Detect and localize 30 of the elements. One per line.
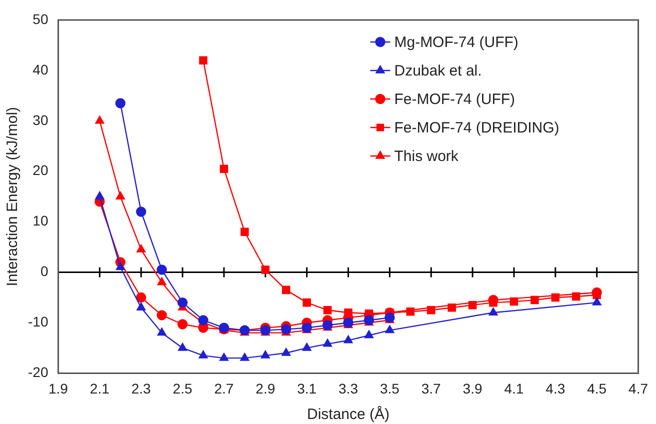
y-tick-label: 10 xyxy=(32,212,48,229)
x-tick-label: 4.3 xyxy=(546,380,566,396)
x-tick-label: 1.9 xyxy=(48,380,68,396)
legend-label: Dzubak et al. xyxy=(394,62,482,80)
y-tick-label: -20 xyxy=(28,364,48,380)
x-tick-label: 2.3 xyxy=(131,380,152,396)
legend-label: Fe-MOF-74 (UFF) xyxy=(394,91,516,108)
y-axis-title: Interaction Energy (kJ/mol) xyxy=(4,106,22,286)
x-tick-label: 2.9 xyxy=(256,380,276,396)
x-tick-label: 2.7 xyxy=(214,380,234,396)
x-tick-label: 2.1 xyxy=(90,380,110,396)
x-tick-label: 3.7 xyxy=(421,380,442,396)
y-tick-label: 0 xyxy=(40,263,48,280)
x-tick-label: 2.5 xyxy=(172,380,192,396)
y-tick-label: 30 xyxy=(32,112,48,128)
y-tick-label: 50 xyxy=(32,10,48,27)
x-tick-label: 3.3 xyxy=(338,380,358,396)
y-tick-label: 40 xyxy=(32,61,48,78)
x-tick-label: 4.1 xyxy=(504,380,524,396)
legend-label: This work xyxy=(394,148,459,166)
legend-label: Fe-MOF-74 (DREIDING) xyxy=(394,120,560,137)
legend-label: Mg-MOF-74 (UFF) xyxy=(394,34,518,52)
x-tick-label: 4.5 xyxy=(587,380,607,396)
x-tick-label: 4.7 xyxy=(628,380,648,396)
y-tick-label: -10 xyxy=(28,314,48,330)
x-tick-label: 3.9 xyxy=(462,380,482,396)
y-tick-label: 20 xyxy=(32,162,48,178)
x-tick-label: 3.5 xyxy=(380,380,400,396)
x-axis-title: Distance (Å) xyxy=(306,405,390,424)
x-tick-label: 3.1 xyxy=(297,380,317,396)
